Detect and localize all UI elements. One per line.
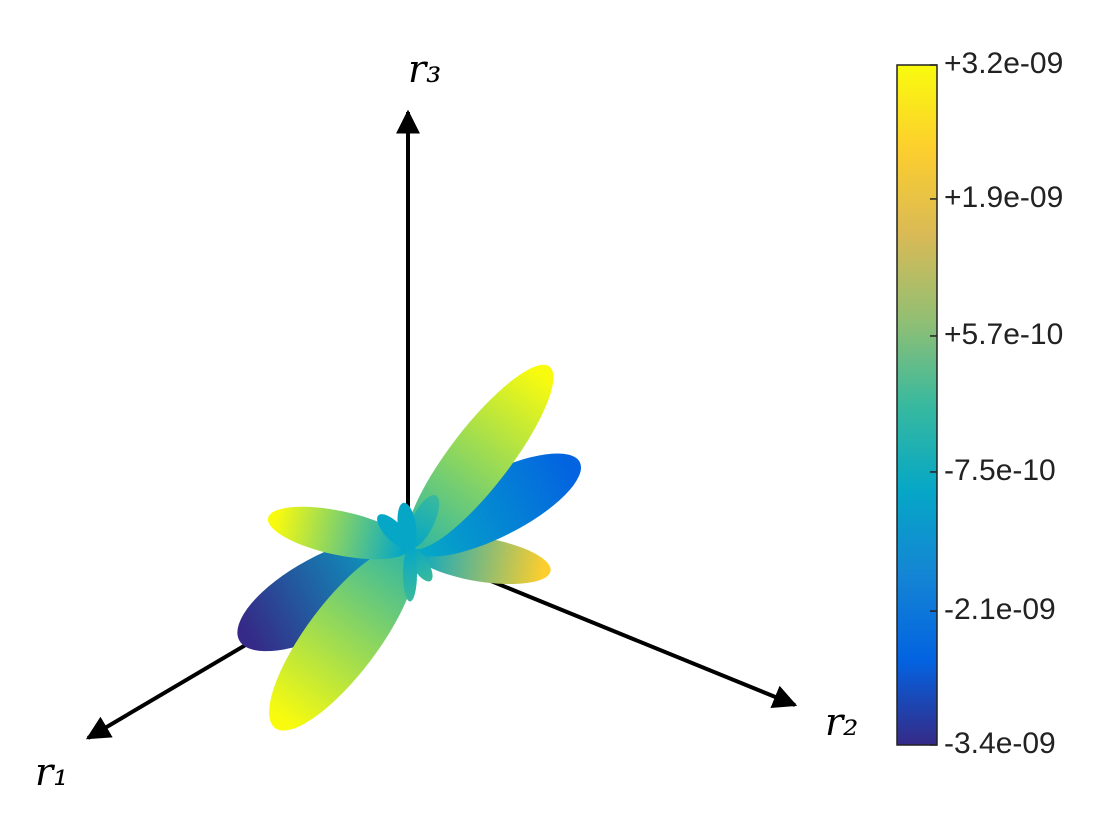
x-axis-label: r₁: [35, 750, 68, 794]
colorbar-tick-label: -7.5e-10: [944, 454, 1056, 487]
y-axis-label: r₂: [825, 700, 858, 744]
lobe: [267, 506, 411, 560]
colorbar-tick-label: +5.7e-10: [944, 318, 1063, 351]
z-axis-label: r₃: [408, 47, 441, 91]
lobe: [409, 453, 581, 557]
lobe: [403, 546, 417, 602]
lobe: [269, 545, 416, 731]
colorbar-tick-label: -3.4e-09: [944, 727, 1056, 760]
colorbar-tick-label: +3.2e-09: [944, 47, 1063, 80]
lobe: [397, 502, 417, 551]
surface: [237, 364, 581, 731]
colorbar-tick-label: +1.9e-09: [944, 181, 1063, 214]
colorbar-gradient: [896, 64, 938, 746]
colorbar: +3.2e-09 +1.9e-09 +5.7e-10 -7.5e-10 -2.1e-09…: [896, 47, 1063, 760]
lobe: [406, 364, 554, 550]
colorbar-tick-label: -2.1e-09: [944, 593, 1056, 626]
axes-3d: [85, 109, 798, 740]
